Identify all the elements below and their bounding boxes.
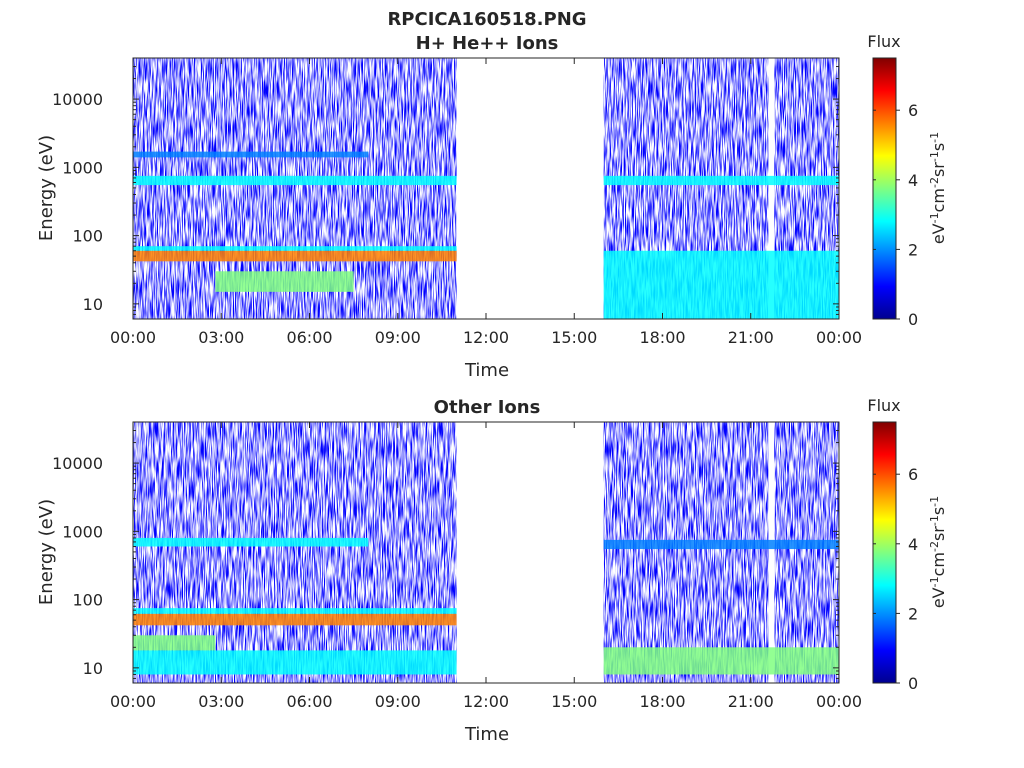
colorbar-tick-label: 6 xyxy=(908,101,918,120)
flux-band xyxy=(133,175,457,186)
flux-background xyxy=(133,422,839,683)
figure-title: RPCICA160518.PNG xyxy=(387,9,586,30)
colorbar-ticks: 0 2 4 6 xyxy=(873,101,918,329)
y-tick-label: 1000 xyxy=(62,158,103,177)
y-tick-label: 10000 xyxy=(52,454,103,473)
x-tick-label: 06:00 xyxy=(286,328,332,347)
colorbar-unit-label: eV-1cm-2sr-1s-1 xyxy=(928,496,948,608)
colorbar-title: Flux xyxy=(867,32,900,51)
colorbar-tick-label: 0 xyxy=(908,310,918,329)
flux-band xyxy=(133,608,457,614)
x-tick-label: 00:00 xyxy=(816,328,862,347)
flux-band xyxy=(603,250,839,319)
flux-band xyxy=(133,151,369,158)
colorbar-tick-label: 6 xyxy=(908,465,918,484)
x-tick-label: 21:00 xyxy=(728,692,774,711)
colorbar-tick-label: 2 xyxy=(908,604,918,623)
x-tick-label: 06:00 xyxy=(286,692,332,711)
x-tick-label: 09:00 xyxy=(375,328,421,347)
y-tick-label: 100 xyxy=(72,591,103,610)
panel-h-he-ions: H+ He++ Ions 00:00 03:00 06:00 09:00 12:00 15… xyxy=(36,32,948,381)
panel-title: H+ He++ Ions xyxy=(416,33,559,54)
x-axis-label: Time xyxy=(464,724,509,745)
x-tick-label: 18:00 xyxy=(639,328,685,347)
flux-band xyxy=(133,635,216,651)
panel-title: Other Ions xyxy=(434,397,541,418)
y-tick-label: 100 xyxy=(72,227,103,246)
flux-band xyxy=(603,647,839,675)
y-axis-label: Energy (eV) xyxy=(36,135,57,241)
x-tick-label: 00:00 xyxy=(110,328,156,347)
x-tick-label: 09:00 xyxy=(375,692,421,711)
flux-region xyxy=(603,422,769,683)
colorbar-tick-label: 0 xyxy=(908,674,918,693)
x-tick-label: 03:00 xyxy=(198,692,244,711)
panel-other-ions: Other Ions 00:00 03:00 06:00 09:00 12:00 15:0… xyxy=(36,396,948,745)
y-axis: 10 100 1000 10000 xyxy=(52,421,839,684)
x-axis: 00:00 03:00 06:00 09:00 12:00 15:00 18:00 21:00… xyxy=(110,422,862,711)
y-axis-label: Energy (eV) xyxy=(36,499,57,605)
x-axis-label: Time xyxy=(464,360,509,381)
x-tick-label: 15:00 xyxy=(551,328,597,347)
colorbar-tick-label: 4 xyxy=(908,535,918,554)
colorbar-unit-label: eV-1cm-2sr-1s-1 xyxy=(928,132,948,244)
flux-region xyxy=(774,422,839,683)
y-tick-label: 10 xyxy=(83,295,103,314)
x-tick-label: 00:00 xyxy=(816,692,862,711)
flux-band xyxy=(215,271,354,292)
x-tick-label: 18:00 xyxy=(639,692,685,711)
colorbar xyxy=(872,57,897,320)
y-axis: 10 100 1000 10000 xyxy=(52,57,839,320)
flux-band xyxy=(133,650,457,675)
x-axis: 00:00 03:00 06:00 09:00 12:00 15:00 18:00 21:00… xyxy=(110,58,862,347)
colorbar-ticks: 0 2 4 6 xyxy=(873,465,918,693)
colorbar-tick-label: 4 xyxy=(908,171,918,190)
y-tick-label: 10000 xyxy=(52,90,103,109)
x-tick-label: 15:00 xyxy=(551,692,597,711)
x-tick-label: 00:00 xyxy=(110,692,156,711)
x-tick-label: 21:00 xyxy=(728,328,774,347)
flux-band xyxy=(603,175,839,186)
flux-band xyxy=(133,250,457,262)
y-tick-label: 10 xyxy=(83,659,103,678)
flux-band xyxy=(133,246,457,251)
x-tick-label: 03:00 xyxy=(198,328,244,347)
flux-band xyxy=(603,539,839,550)
flux-band xyxy=(133,613,457,626)
spectrogram-area xyxy=(133,422,839,683)
flux-band xyxy=(133,537,369,547)
y-tick-label: 1000 xyxy=(62,522,103,541)
spectrogram-area xyxy=(133,58,839,319)
x-tick-label: 12:00 xyxy=(463,692,509,711)
colorbar xyxy=(872,421,897,684)
colorbar-tick-label: 2 xyxy=(908,240,918,259)
colorbar-title: Flux xyxy=(867,396,900,415)
x-tick-label: 12:00 xyxy=(463,328,509,347)
